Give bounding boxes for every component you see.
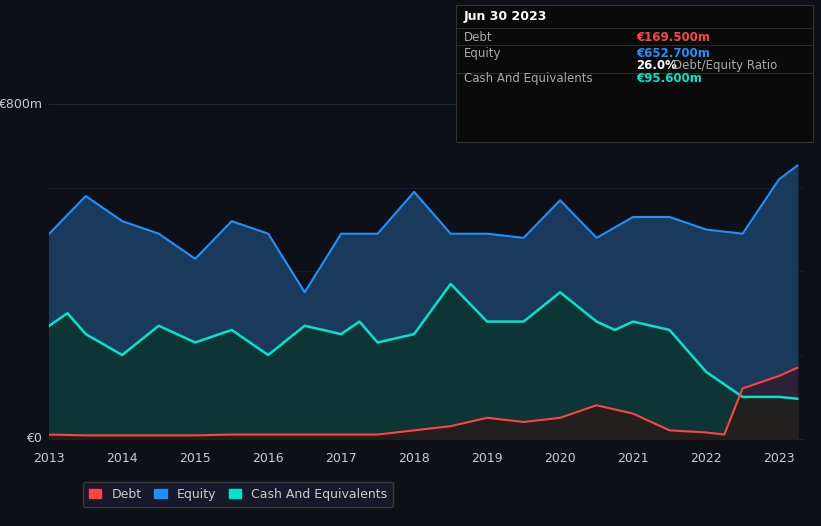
Text: €95.600m: €95.600m (636, 73, 702, 85)
Text: Debt/Equity Ratio: Debt/Equity Ratio (673, 59, 777, 72)
Text: €0: €0 (25, 432, 42, 445)
Text: Cash And Equivalents: Cash And Equivalents (464, 73, 593, 85)
Text: Debt: Debt (464, 32, 493, 44)
Legend: Debt, Equity, Cash And Equivalents: Debt, Equity, Cash And Equivalents (83, 482, 393, 507)
Text: Jun 30 2023: Jun 30 2023 (464, 11, 548, 23)
Text: €800m: €800m (0, 97, 42, 110)
Text: €652.700m: €652.700m (636, 47, 710, 60)
Text: €169.500m: €169.500m (636, 32, 710, 44)
Text: Equity: Equity (464, 47, 502, 60)
Text: 26.0%: 26.0% (636, 59, 677, 72)
